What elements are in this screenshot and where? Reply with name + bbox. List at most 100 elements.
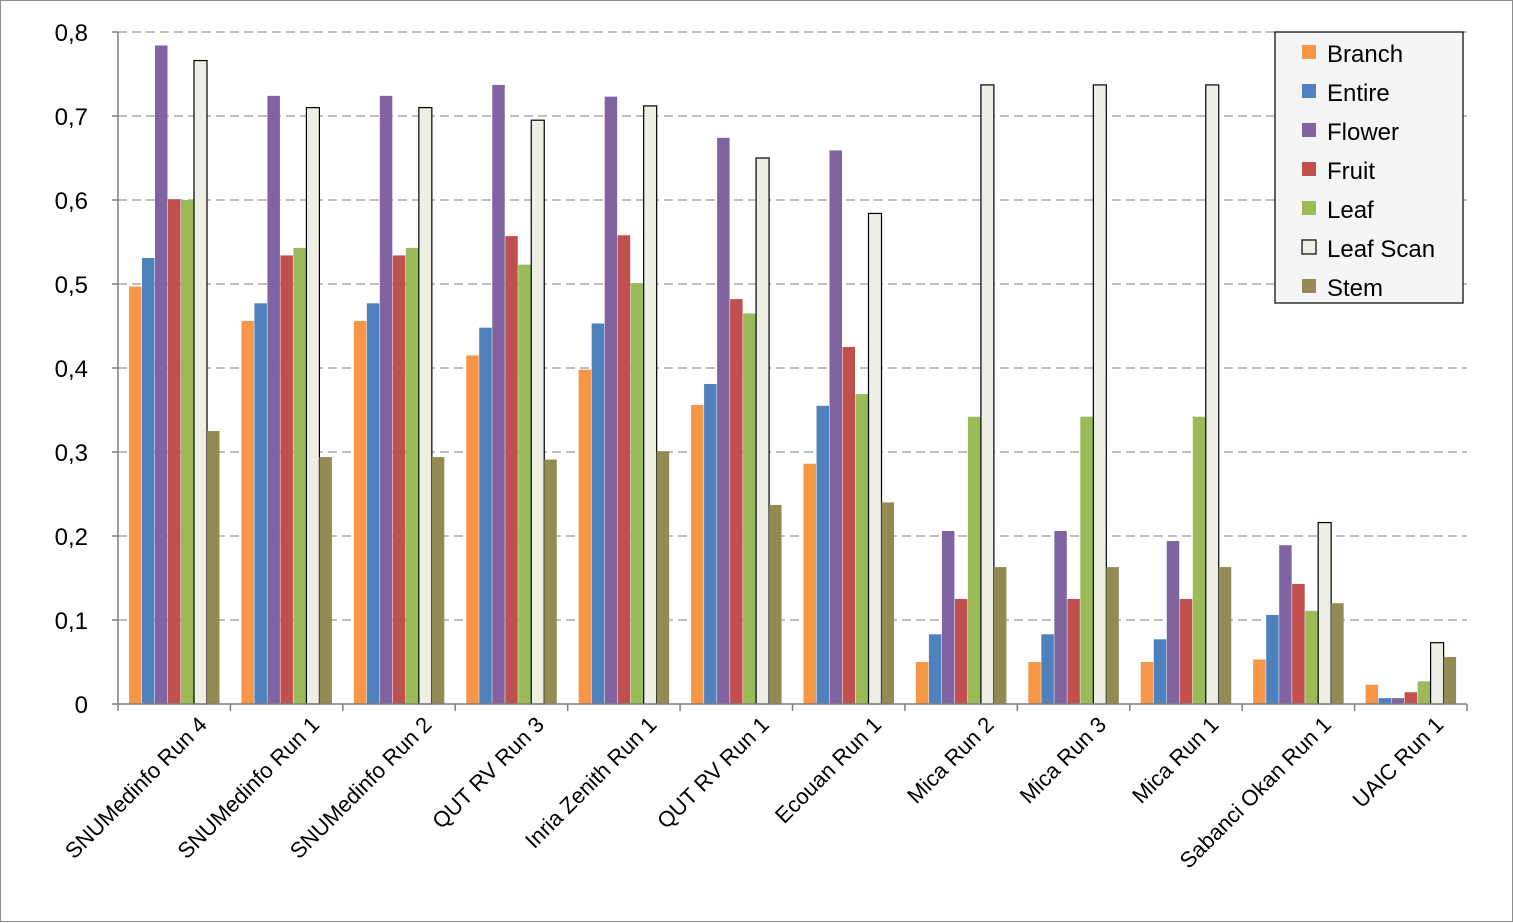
bar-leaf (1192, 416, 1206, 704)
legend: Branch Entire Flower Fruit Leaf Leaf Scan Stem (1274, 31, 1464, 304)
bar-branch (915, 662, 929, 704)
bar-branch (129, 286, 142, 704)
bar-entire (254, 303, 267, 704)
bar-entire (591, 323, 605, 704)
bar-entire (928, 634, 942, 704)
bar-flower (1054, 530, 1067, 704)
bar-leaf (743, 313, 756, 704)
bar-stem (431, 457, 445, 704)
bar-leaf (630, 283, 644, 704)
bar-leaf-scan (755, 157, 770, 705)
y-tick-label: 0,6 (55, 188, 88, 215)
x-category-label: QUT RV Run 3 (427, 712, 549, 834)
legend-label: Entire (1327, 80, 1390, 107)
legend-label: Fruit (1327, 158, 1375, 185)
legend-swatch-leaf (1302, 201, 1316, 215)
bar-entire (366, 303, 380, 704)
bar-leaf (1305, 610, 1318, 704)
bar-leaf-scan (1092, 84, 1107, 705)
bar-flower (829, 150, 842, 704)
bar-fruit (280, 255, 293, 704)
bar-stem (207, 431, 220, 704)
bar-branch (1028, 662, 1041, 704)
bar-stem (319, 457, 332, 704)
bar-stem (769, 504, 782, 704)
bar-branch (1365, 684, 1379, 704)
bar-flower (941, 530, 955, 704)
x-category-label: QUT RV Run 1 (652, 712, 774, 834)
bar-leaf (518, 264, 531, 704)
bar-leaf (1417, 681, 1431, 704)
x-category-label: Mica Run 3 (1015, 712, 1111, 808)
bar-flower (1391, 698, 1405, 704)
y-tick-label: 0,5 (55, 272, 88, 299)
y-tick-label: 0,4 (55, 356, 88, 383)
legend-swatch-branch (1302, 45, 1316, 59)
legend-swatch-leaf-scan (1301, 239, 1317, 255)
y-tick-label: 0 (75, 692, 88, 719)
bar-stem (1443, 656, 1457, 704)
bar-leaf-scan (1429, 642, 1445, 705)
bar-entire (1266, 614, 1279, 704)
bar-branch (1253, 659, 1266, 704)
bar-stem (1106, 567, 1119, 704)
bar-stem (881, 502, 894, 704)
bar-branch (578, 369, 592, 704)
bar-fruit (392, 255, 406, 704)
bar-branch (691, 404, 704, 704)
legend-swatch-flower (1302, 123, 1316, 137)
legend-label: Flower (1327, 119, 1399, 146)
bar-branch (241, 320, 254, 704)
bar-leaf (1080, 416, 1093, 704)
bar-fruit (1292, 583, 1305, 704)
bar-leaf (855, 394, 868, 704)
bar-flower (492, 84, 505, 705)
bar-leaf-scan (530, 119, 545, 705)
bar-flower (267, 95, 280, 705)
bar-entire (479, 327, 492, 704)
bar-branch (1140, 662, 1154, 704)
x-category-label: Ecouan Run 1 (770, 712, 886, 828)
bar-leaf-scan (193, 59, 208, 705)
bar-leaf (181, 200, 194, 704)
legend-label: Branch (1327, 41, 1403, 68)
y-tick-label: 0,7 (55, 104, 88, 131)
bar-leaf-scan (1317, 521, 1332, 705)
bar-leaf-scan (643, 105, 658, 705)
bar-flower (155, 45, 168, 704)
y-axis-ticks: 0 0,1 0,2 0,3 0,4 0,5 0,6 0,7 0,8 (55, 20, 118, 719)
x-category-label: Mica Run 2 (902, 712, 998, 808)
bar-entire (1153, 639, 1167, 704)
bar-stem (1331, 603, 1344, 704)
bar-leaf-scan (305, 106, 321, 705)
legend-label: Leaf Scan (1327, 236, 1435, 263)
bar-fruit (617, 235, 631, 704)
bar-fruit (1404, 692, 1418, 704)
bar-leaf-scan (867, 212, 883, 705)
bar-flower (379, 95, 393, 705)
bar-branch (353, 320, 367, 704)
legend-label: Stem (1327, 275, 1383, 302)
bar-fruit (842, 347, 855, 704)
bar-stem (656, 451, 670, 704)
bars (129, 45, 1457, 705)
bar-flower (1166, 541, 1180, 704)
x-category-label: UAIC Run 1 (1348, 712, 1449, 813)
x-category-label: Mica Run 1 (1127, 712, 1223, 808)
legend-swatch-entire (1302, 84, 1316, 98)
bar-leaf-scan (1205, 84, 1220, 705)
bar-fruit (954, 599, 968, 704)
bar-leaf (967, 416, 981, 704)
bar-flower (604, 96, 618, 705)
bar-leaf (293, 247, 306, 704)
y-tick-label: 0,3 (55, 440, 88, 467)
bar-fruit (505, 236, 518, 704)
legend-swatch-stem (1302, 279, 1316, 293)
bar-flower (717, 137, 730, 705)
bar-stem (544, 459, 557, 704)
bar-stem (1218, 567, 1232, 704)
legend-swatch-fruit (1302, 162, 1316, 176)
